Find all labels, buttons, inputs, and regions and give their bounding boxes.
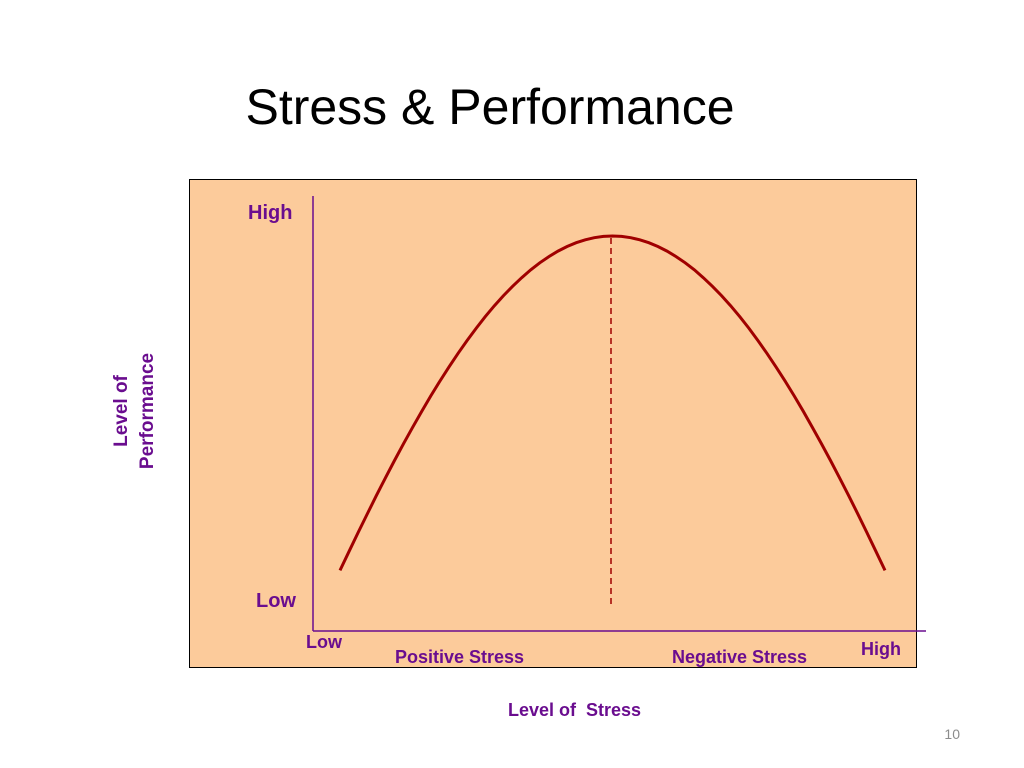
- slide-title: Stress & Performance: [245, 79, 735, 135]
- x-low-label: Low: [306, 632, 342, 652]
- positive-stress-label: Positive Stress: [395, 647, 525, 667]
- x-high-label: High: [861, 639, 901, 659]
- y-axis-label-line2: Performance: [137, 352, 158, 469]
- y-low-label: Low: [256, 590, 296, 612]
- negative-stress-label: Negative Stress: [672, 647, 808, 667]
- y-high-label: High: [248, 202, 293, 224]
- x-axis-label: Level of Stress: [508, 700, 642, 720]
- performance-curve: [338, 234, 887, 572]
- y-axis-label-line1: Level of: [111, 374, 132, 447]
- y-axis-label: Level of Performance: [107, 338, 163, 483]
- chart-box: [189, 179, 917, 668]
- page-number: 10: [944, 726, 960, 742]
